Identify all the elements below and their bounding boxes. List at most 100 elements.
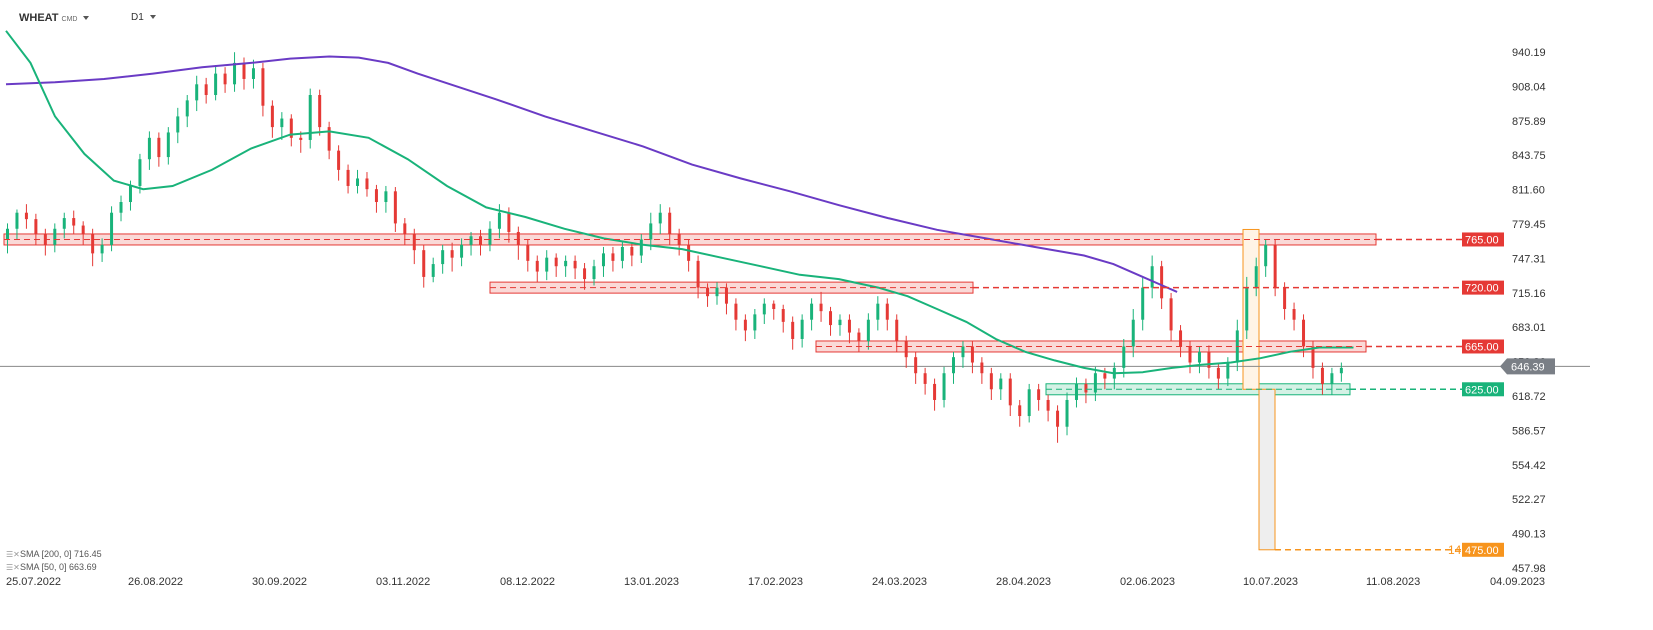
candle (147, 131, 151, 170)
x-tick-label: 17.02.2023 (748, 576, 803, 588)
candle (346, 164, 350, 194)
sma50-line (5, 30, 1354, 375)
candle (791, 316, 795, 350)
candle (1169, 292, 1173, 342)
legend-sma200-label: SMA [200, 0] (20, 549, 72, 559)
candle (564, 255, 568, 277)
candle (110, 206, 114, 252)
target-annotation: 14 (1448, 543, 1462, 557)
candle (1065, 392, 1069, 436)
candle (1150, 255, 1154, 299)
candle (838, 314, 842, 336)
candle (337, 145, 341, 181)
legend-sma50[interactable]: ☰✕SMA [50, 0] 663.69 (6, 562, 97, 572)
candle (1311, 341, 1315, 379)
candle (601, 246, 605, 277)
candle (583, 263, 587, 290)
candle (15, 209, 19, 240)
candle (706, 283, 710, 307)
candle (535, 255, 539, 283)
candle (412, 228, 416, 265)
candle (1197, 346, 1201, 374)
candle (980, 357, 984, 384)
candle (53, 223, 57, 253)
candle (592, 259, 596, 286)
candle (1027, 383, 1031, 423)
candle (895, 314, 899, 352)
y-tick-label: 908.04 (1512, 81, 1546, 93)
candle (308, 88, 312, 149)
candle (365, 172, 369, 197)
candle (374, 184, 378, 213)
y-tick-label: 618.72 (1512, 391, 1546, 403)
candle (1330, 367, 1334, 395)
candle (772, 300, 776, 320)
candle (261, 62, 265, 117)
candle (1264, 239, 1268, 277)
x-tick-label: 11.08.2023 (1366, 576, 1420, 588)
candle (204, 77, 208, 104)
candle (393, 187, 397, 232)
candle (810, 298, 814, 331)
candle (318, 89, 322, 136)
candle (1084, 378, 1088, 404)
candle (914, 351, 918, 384)
legend-sma200[interactable]: ☰✕SMA [200, 0] 716.45 (6, 549, 102, 559)
x-tick-label: 08.12.2022 (500, 576, 555, 588)
x-tick-label: 13.01.2023 (624, 576, 679, 588)
candle (223, 67, 227, 93)
candle (1216, 362, 1220, 390)
candle (762, 298, 766, 325)
settings-close-icon[interactable]: ☰✕ (6, 563, 20, 572)
candle (1141, 276, 1145, 331)
candle (1273, 239, 1277, 297)
candle (460, 238, 464, 267)
timeframe-selector[interactable]: D1 (131, 12, 156, 23)
candle (753, 309, 757, 339)
candle (422, 244, 426, 288)
candle (1074, 377, 1078, 408)
candle (1179, 325, 1183, 358)
candle (866, 313, 870, 350)
x-tick-label: 28.04.2023 (996, 576, 1051, 588)
y-tick-label: 843.75 (1512, 150, 1546, 162)
candle (800, 314, 804, 348)
x-tick-label: 24.03.2023 (872, 576, 927, 588)
candle (119, 195, 123, 222)
candle (497, 204, 501, 239)
candle (961, 341, 965, 368)
candle (384, 185, 388, 213)
candle (847, 314, 851, 344)
candle (696, 255, 700, 299)
chevron-down-icon (149, 15, 156, 20)
candle (829, 306, 833, 336)
x-tick-label: 04.09.2023 (1490, 576, 1545, 588)
candle (933, 378, 937, 411)
candle (1254, 257, 1258, 297)
symbol-selector[interactable]: WHEAT CMD (19, 12, 90, 24)
candle (1283, 282, 1287, 320)
candle (952, 351, 955, 384)
level-tag (1462, 382, 1504, 397)
candle (242, 57, 246, 90)
y-tick-label: 747.31 (1512, 253, 1546, 265)
candle (639, 234, 643, 264)
candle (1018, 399, 1022, 427)
settings-close-icon[interactable]: ☰✕ (6, 550, 20, 559)
candle (479, 229, 482, 256)
candle (611, 246, 615, 272)
candle (327, 121, 331, 160)
candle (876, 296, 880, 331)
symbol-suffix: CMD (61, 16, 78, 23)
candle (270, 100, 274, 138)
candle (233, 52, 237, 92)
y-tick-label: 875.89 (1512, 116, 1546, 128)
candle (81, 221, 85, 245)
candle (526, 239, 530, 272)
candle (1093, 366, 1097, 402)
candle (1008, 373, 1012, 417)
candle (72, 210, 76, 235)
candle (715, 282, 719, 305)
level-tag (1462, 232, 1504, 247)
